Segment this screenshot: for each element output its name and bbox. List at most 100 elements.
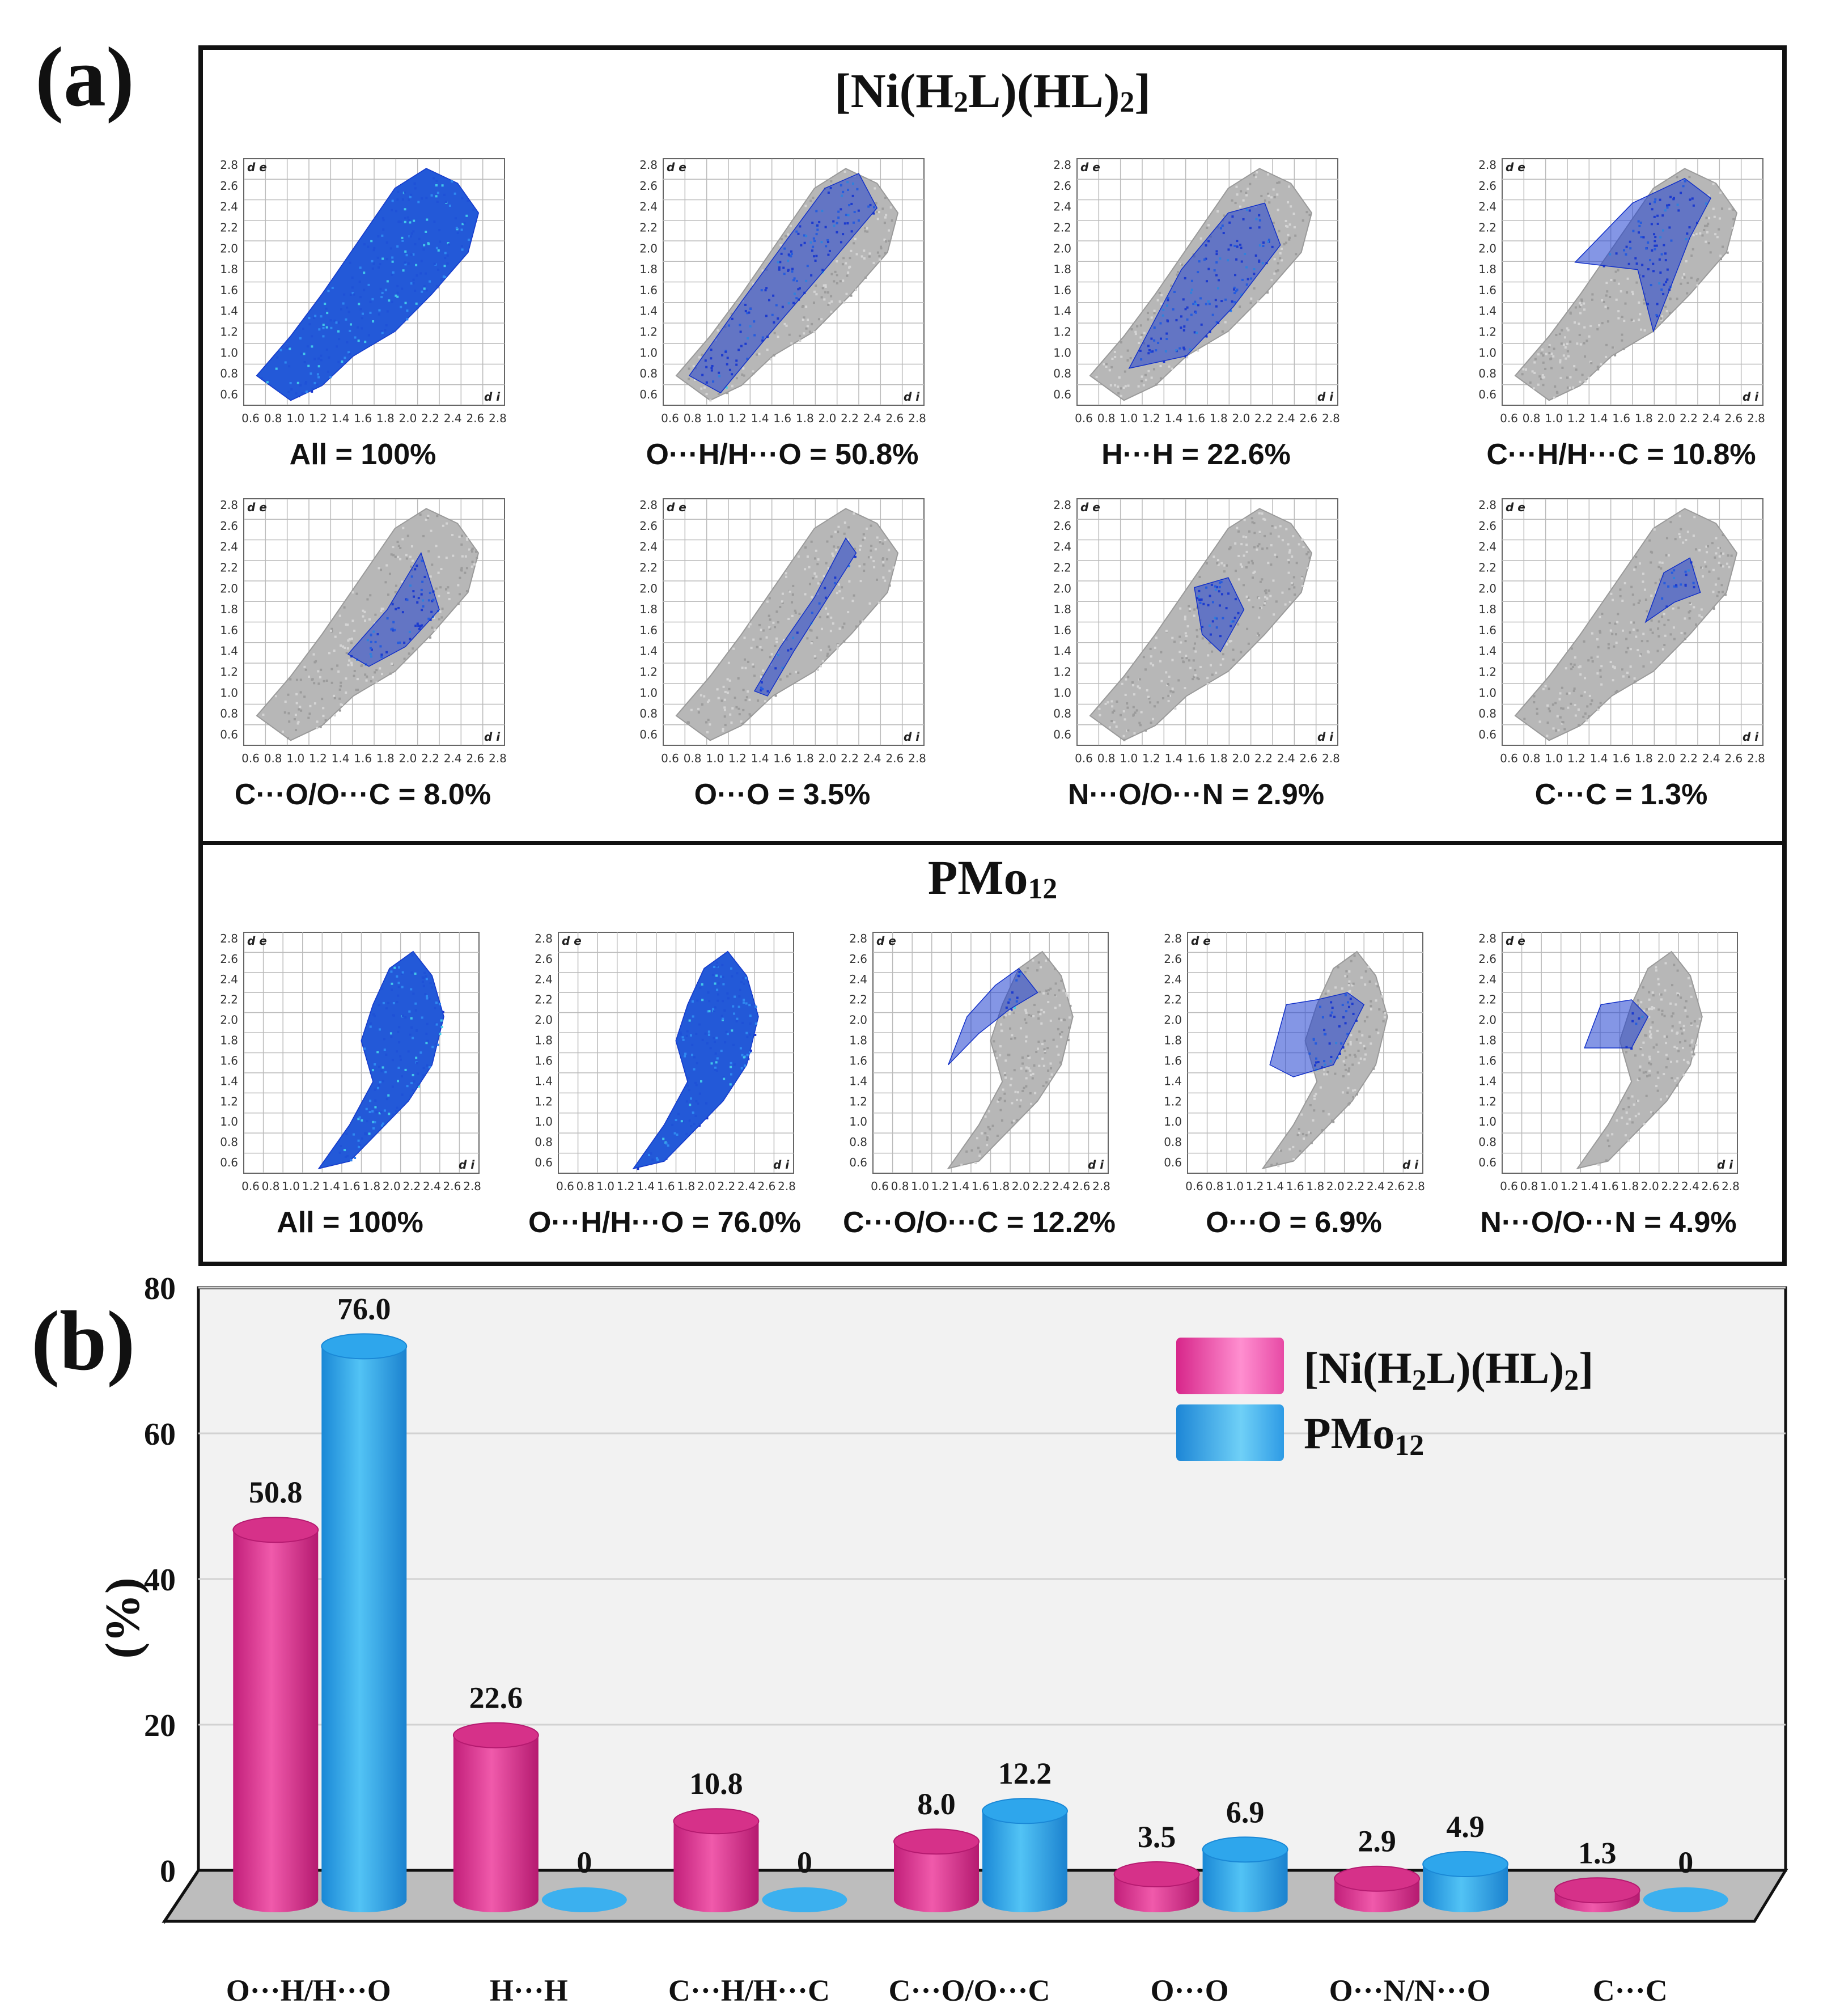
- x-tick-label: 1.6: [773, 411, 791, 425]
- cylinder-bottom: [1334, 1887, 1420, 1912]
- x-tick-label: 0.8: [684, 752, 702, 765]
- x-tick-label: 2.4: [444, 752, 462, 765]
- x-axis-label: d i: [459, 1158, 475, 1172]
- x-tick-label: 1.8: [1210, 411, 1228, 425]
- data-label: 0: [576, 1845, 592, 1879]
- bar-ni-5: [1334, 1865, 1421, 1912]
- fingerprint-caption: C···C = 1.3%: [1534, 778, 1708, 811]
- y-tick-label: 1.2: [220, 665, 238, 679]
- y-tick-label: 2.2: [1478, 561, 1496, 574]
- x-tick-label: 2.2: [421, 752, 439, 765]
- x-tick-label: 1.8: [362, 1179, 380, 1193]
- x-tick-label: 0.8: [1206, 1179, 1224, 1193]
- x-tick-label: 2.8: [1747, 752, 1765, 765]
- y-tick-label: 1.0: [849, 1115, 867, 1128]
- y-tick-label: 2.2: [1478, 220, 1496, 234]
- bar-pmo-0: [321, 1333, 408, 1912]
- y-tick-label: 1.6: [1053, 623, 1071, 637]
- bar-ni-0: [232, 1517, 319, 1912]
- x-tick-label: 1.0: [706, 411, 724, 425]
- x-tick-label: 2.6: [1724, 411, 1743, 425]
- x-tick-label: 2.2: [402, 1179, 421, 1193]
- x-tick-label: 1.4: [1165, 411, 1183, 425]
- x-tick-label: 1.0: [1120, 752, 1138, 765]
- x-tick-label: 2.2: [841, 411, 859, 425]
- bar-ni-4: [1113, 1861, 1200, 1912]
- y-tick-label: 2.6: [220, 952, 238, 966]
- y-tick-label: 0.6: [639, 728, 658, 741]
- y-tick-label: 2.6: [639, 519, 658, 533]
- y-tick-label: 1.4: [1053, 644, 1071, 658]
- y-tick-label: 2.0: [1053, 241, 1071, 255]
- y-tick-label: 1.0: [220, 1115, 238, 1128]
- bar-pmo-5: [1422, 1851, 1509, 1912]
- fingerprint-plot: 0.6 0.6 0.8 0.8 1.0 1.0 1.2 1.2 1.4 1.4 1.6 1.6 1.8 1…: [519, 921, 811, 1204]
- fingerprint-plot: 0.6 0.6 0.8 0.8 1.0 1.0 1.2 1.2 1.4 1.4 1.6 1.6 1.8 1…: [1462, 487, 1780, 776]
- chart-legend: [Ni(H2L)(HL)2] PMo12: [1176, 1338, 1593, 1462]
- data-label: 0: [797, 1845, 812, 1879]
- cylinder-top: [1113, 1861, 1200, 1888]
- y-tick-label: 2.2: [220, 220, 238, 234]
- x-tick-label: 1.4: [751, 411, 769, 425]
- y-tick-label: 2.0: [1053, 582, 1071, 595]
- y-tick-label: 2.8: [639, 498, 658, 512]
- highlighted-contact-region: [1584, 999, 1649, 1049]
- bar-pmo-3: [982, 1798, 1068, 1912]
- bar-pmo-6: [1643, 1887, 1728, 1912]
- x-tick-label: 1.8: [1635, 752, 1653, 765]
- data-label: 6.9: [1226, 1795, 1265, 1829]
- y-tick-label: 0.6: [849, 1156, 867, 1169]
- x-axis-label: d i: [1743, 730, 1759, 744]
- cylinder-body: [233, 1530, 319, 1900]
- cylinder-top: [232, 1517, 319, 1543]
- x-tick-label: 1.4: [332, 752, 350, 765]
- y-tick-label: 1.6: [1478, 1054, 1496, 1067]
- y-tick-label: 2.0: [1164, 1013, 1182, 1027]
- y-tick-label: 0.6: [220, 728, 238, 741]
- y-tick-label: 0.8: [1164, 1135, 1182, 1149]
- y-tick-label: 80: [144, 1275, 176, 1306]
- data-label: 12.2: [998, 1756, 1052, 1790]
- y-axis-label: d e: [247, 160, 267, 174]
- y-tick-label: 1.2: [639, 665, 658, 679]
- y-axis-label: d e: [247, 500, 267, 514]
- y-tick-label: 1.8: [1164, 1034, 1182, 1047]
- x-tick-label: 2.8: [1092, 1179, 1110, 1193]
- y-tick-label: 1.6: [1053, 283, 1071, 297]
- y-tick-label: 1.4: [220, 304, 238, 318]
- y-tick-label: 1.0: [1478, 346, 1496, 359]
- y-tick-label: 2.4: [639, 540, 658, 554]
- x-tick-label: 0.6: [1500, 752, 1518, 765]
- y-tick-labels: 0 20 40 60 80: [144, 1275, 176, 1889]
- x-tick-label: 1.6: [657, 1179, 675, 1193]
- y-tick-label: 2.2: [220, 561, 238, 574]
- highlighted-contact-region: [1269, 992, 1365, 1077]
- y-tick-label: 1.6: [1478, 623, 1496, 637]
- x-tick-label: 2.2: [421, 411, 439, 425]
- x-category-label: C···H/H···C: [668, 1973, 830, 2007]
- x-tick-label: 2.6: [1387, 1179, 1405, 1193]
- x-tick-label: 0.8: [576, 1179, 595, 1193]
- cylinder-bottom: [982, 1887, 1067, 1912]
- x-tick-label: 1.2: [1142, 411, 1160, 425]
- section1-title: [Ni(H2L)(HL)2]: [198, 62, 1787, 119]
- x-tick-label: 1.0: [1545, 411, 1563, 425]
- fingerprint-caption: H···H = 22.6%: [1101, 438, 1291, 471]
- x-tick-label: 2.8: [1407, 1179, 1425, 1193]
- y-tick-label: 0.6: [1478, 1156, 1496, 1169]
- x-tick-label: 2.2: [1680, 752, 1698, 765]
- x-tick-label: 2.0: [819, 411, 837, 425]
- y-tick-label: 0.8: [639, 707, 658, 720]
- x-tick-label: 1.6: [354, 411, 372, 425]
- bar-ni-6: [1554, 1877, 1640, 1912]
- x-tick-label: 0.8: [684, 411, 702, 425]
- x-tick-label: 0.6: [1185, 1179, 1203, 1193]
- x-tick-label: 1.2: [1246, 1179, 1264, 1193]
- fingerprint-plot: 0.6 0.6 0.8 0.8 1.0 1.0 1.2 1.2 1.4 1.4 1.6 1.6 1.8 1…: [204, 921, 496, 1204]
- x-tick-label: 1.6: [1612, 752, 1630, 765]
- chart-bars: [232, 1333, 1728, 1912]
- y-tick-label: 0.8: [849, 1135, 867, 1149]
- y-tick-label: 1.2: [1478, 325, 1496, 339]
- x-tick-label: 2.8: [489, 752, 507, 765]
- x-tick-label: 2.8: [1747, 411, 1765, 425]
